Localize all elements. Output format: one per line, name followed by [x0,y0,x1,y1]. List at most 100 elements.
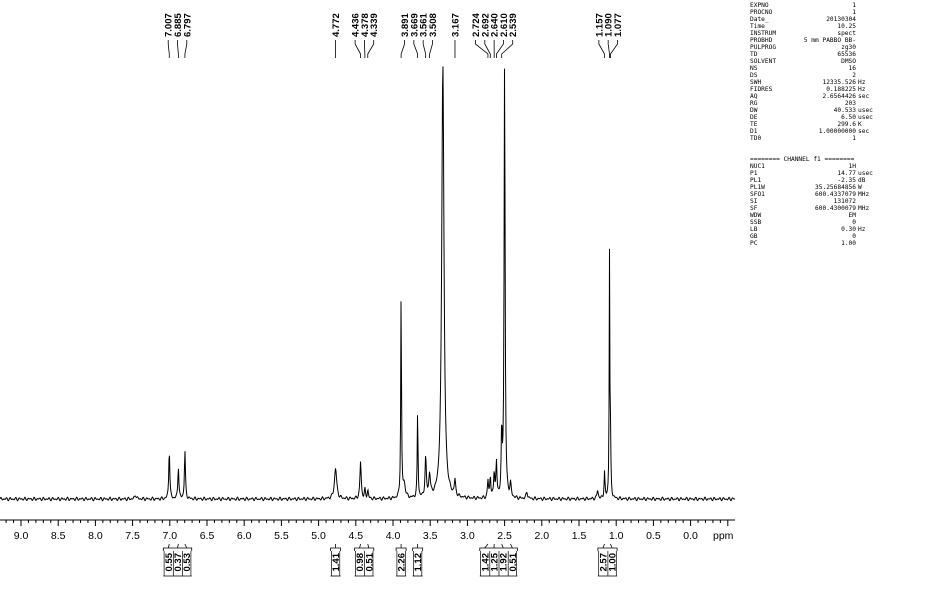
integral-leader-line [610,543,613,549]
integral-leader-line [602,543,605,549]
parameter-unit: dB [858,177,866,184]
x-axis-label: ppm [713,530,734,542]
parameter-value: DMSO [841,58,856,65]
spectrum-trace-layer [0,66,736,502]
parameter-value: -2.35 [837,177,856,184]
parameter-row: SF 600.4300079 MHz [750,205,878,212]
parameter-name: P1 [750,170,758,177]
parameter-unit: K [858,121,862,128]
integral-value: 1.00 [608,553,619,572]
peak-label: 7.007 [164,13,175,37]
integral-value: 2.57 [598,553,609,572]
parameter-value: 6.50 [841,114,856,121]
parameter-name: PULPROG [750,44,777,51]
parameter-name: SOLVENT [750,58,777,65]
integral-value: 1.25 [489,552,500,571]
parameter-name: LB [750,226,758,233]
peak-label: 2.724 [471,13,482,37]
parameter-name: RG [750,100,758,107]
peak-leader-line [167,40,170,58]
parameter-value: 40.533 [833,107,856,114]
parameter-unit: W [858,184,862,191]
parameter-value: 14.77 [837,170,856,177]
peak-leader-line [422,40,427,58]
x-tick-label: 2.0 [534,530,549,542]
parameter-name: AQ [750,93,758,100]
peak-label: 4.772 [331,13,342,37]
parameter-value: 2.6564426 [822,93,856,100]
peak-label: 1.077 [613,13,624,37]
parameter-name: PROCNO [750,9,773,16]
integral-bracket-top [479,547,518,551]
peak-leader-line [501,40,514,58]
parameter-value: 1.00 [841,240,856,247]
x-tick-label: 0.5 [646,530,661,542]
peak-leader-line [177,40,179,58]
x-tick-label: 2.5 [497,530,512,542]
peak-leader-line [607,40,610,58]
integral-leader-line [367,543,370,549]
parameter-name: Date_ [750,16,769,23]
parameter-value: EM [848,212,856,219]
peak-label: 3.669 [409,13,420,37]
acquisition-parameters-panel: EXPNO 1 PROCNO 1 Date_ 20130304 Time 10.25 INSTR… [750,2,878,262]
parameter-name: DE [750,114,758,121]
integral-value: 0.98 [355,553,366,572]
integral-bracket-top [597,547,618,551]
peak-leader-line [400,40,405,58]
parameter-row: EXPNO 1 [750,2,878,9]
parameter-value: 10.25 [837,23,856,30]
peak-label: 4.436 [351,13,362,37]
integral-layer: 0.550.370.53 1.41 0.980.51 2.26 1.12 1.421.25… [162,543,619,577]
parameter-row: WDW EM [750,212,878,219]
parameter-name: TE [750,121,758,128]
peak-label: 3.561 [419,13,430,37]
peak-label: 3.891 [400,13,411,37]
parameter-row: SSB 0 [750,219,878,226]
parameter-value: 0.188225 [826,86,856,93]
parameter-name: TD0 [750,135,762,142]
parameter-row: TD 65536 [750,51,878,58]
integral-leader-line [510,543,513,549]
integral-leader-line [184,543,188,549]
parameter-value: 203 [844,100,856,107]
integral-value: 1.92 [499,553,510,572]
x-tick-label: 6.5 [200,530,215,542]
parameter-row: SWH 12335.526 Hz [750,79,878,86]
parameter-unit: Hz [858,226,866,233]
integral-bracket-top [395,547,407,551]
x-tick-label: 4.5 [348,530,363,542]
parameter-row: RG 203 [750,100,878,107]
parameter-row: TD0 1 [750,135,878,142]
peak-leader-line [475,40,489,58]
parameter-row: Date_ 20130304 [750,16,878,23]
parameter-row: INSTRUM spect [750,30,878,37]
parameter-name: SF [750,205,758,212]
parameter-name: PL1 [750,177,762,184]
parameter-value: 299.6 [837,121,856,128]
integral-bracket-top [330,547,341,551]
peak-label: 4.378 [360,13,371,37]
x-tick-label: 9.0 [14,530,29,542]
parameter-value: 35.25684856 [815,184,856,191]
parameter-unit: usec [858,170,873,177]
parameter-value: 1H [848,163,856,170]
x-tick-label: 1.0 [609,530,624,542]
parameter-name: Time [750,23,765,30]
peak-leader-line [496,40,504,58]
parameter-unit: sec [858,93,870,100]
parameter-name: FIDRES [750,86,773,93]
parameter-value: 2 [852,72,856,79]
parameter-name: EXPNO [750,2,769,9]
peak-label: 6.885 [173,13,184,37]
x-tick-label: 6.0 [237,530,252,542]
integral-value: 1.12 [413,553,424,572]
peak-label: 3.508 [428,13,439,37]
parameter-value: 0 [852,233,856,240]
peak-label: 2.640 [490,13,501,37]
peak-label: 1.090 [604,13,615,37]
parameter-value: zg30 [841,44,856,51]
ppm-axis: 9.0 8.5 8.0 7.5 7.0 6.5 6.0 5.5 5.0 4.5 4.0 3.5 3.0 2… [0,519,735,542]
integral-leader-line [167,543,170,549]
parameter-value: 65536 [837,51,856,58]
